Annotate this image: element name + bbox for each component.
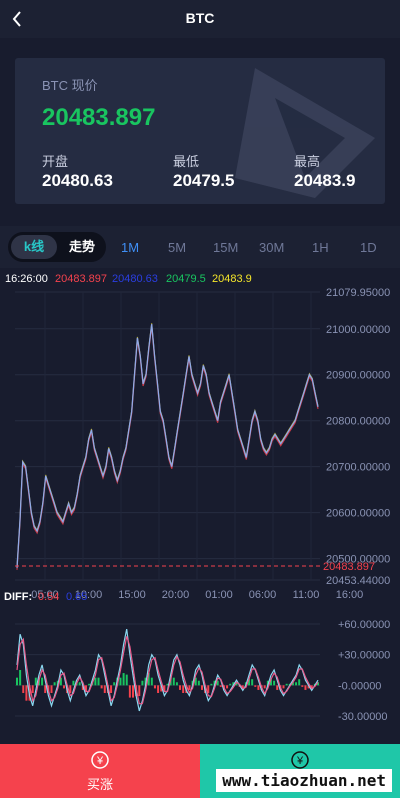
macd-line — [16, 628, 319, 712]
macd-y-tick-label: -30.00000 — [338, 711, 388, 723]
x-tick-label: 10:00 — [75, 589, 103, 601]
legend-value-3: 20479.5 — [166, 273, 206, 285]
legend-value-2: 20480.63 — [112, 273, 158, 285]
top-bar: BTC — [0, 0, 400, 38]
macd-label: DIFF: — [4, 591, 32, 603]
tab-1m[interactable]: 1M — [121, 240, 140, 255]
x-tick-label: 11:00 — [293, 589, 320, 601]
macd-y-tick-label: +30.00000 — [338, 650, 390, 662]
tab-15m[interactable]: 15M — [213, 240, 239, 255]
open-value: 20480.63 — [42, 171, 113, 190]
chevron-left-icon[interactable] — [8, 8, 30, 30]
tab-kline[interactable]: k线 — [23, 239, 45, 254]
chart-area[interactable]: 20483.897 21079.95000 21000.00000 20900.00… — [0, 268, 400, 744]
tab-30m[interactable]: 30M — [259, 240, 285, 255]
svg-text:¥: ¥ — [96, 755, 104, 767]
tab-5m[interactable]: 5M — [168, 240, 187, 255]
y-tick-label: 20900.00000 — [326, 370, 390, 382]
legend-value-1: 20483.897 — [55, 273, 107, 285]
tab-1d[interactable]: 1D — [360, 240, 377, 255]
y-tick-label: 20600.00000 — [326, 508, 390, 520]
macd-value-1: 0.54 — [38, 591, 59, 603]
legend-value-4: 20483.9 — [212, 273, 252, 285]
y-tick-label: 21079.95000 — [326, 287, 390, 299]
chart-tabs: k线 走势 1M 5M 15M 30M 1H 1D — [0, 226, 400, 268]
x-tick-label: 05:00 — [31, 589, 59, 601]
macd-line — [16, 636, 319, 705]
toggle-highlight — [11, 235, 57, 259]
page-title: BTC — [185, 10, 215, 26]
yen-coin-icon: ¥ — [91, 751, 109, 769]
price-chart[interactable]: 20483.897 21079.95000 21000.00000 20900.00… — [0, 268, 400, 744]
yen-coin-icon: ¥ — [291, 751, 309, 769]
series-line — [16, 324, 319, 568]
price-summary-card — [15, 58, 385, 204]
y-tick-label: 21000.00000 — [326, 324, 390, 336]
legend-time: 16:26:00 — [5, 273, 48, 285]
x-tick-label: 01:00 — [205, 589, 233, 601]
current-price: 20483.897 — [42, 104, 156, 131]
low-value: 20479.5 — [173, 171, 235, 190]
x-tick-label: 15:00 — [118, 589, 146, 601]
open-label: 开盘 — [42, 154, 69, 169]
macd-value-2: 0.65 — [66, 591, 87, 603]
decorative-logo-icon — [235, 68, 375, 198]
watermark: www.tiaozhuan.net — [216, 769, 392, 792]
current-price-label: 20483.897 — [323, 561, 375, 573]
tab-trend[interactable]: 走势 — [68, 239, 95, 254]
x-tick-label: 16:00 — [336, 589, 364, 601]
buy-up-button[interactable]: ¥ 买涨 — [0, 744, 200, 798]
macd-y-tick-label: +60.00000 — [338, 619, 390, 631]
y-tick-label: 20453.44000 — [326, 575, 390, 587]
y-tick-label: 20500.00000 — [326, 554, 390, 566]
x-tick-label: 06:00 — [249, 589, 277, 601]
y-tick-label: 20800.00000 — [326, 416, 390, 428]
buy-up-label: 买涨 — [86, 777, 113, 792]
macd-y-tick-label: -0.00000 — [338, 680, 381, 692]
chart-type-toggle: k线 走势 — [8, 232, 106, 262]
x-tick-label: 20:00 — [162, 589, 190, 601]
high-value: 20483.9 — [294, 171, 356, 190]
trade-bar: ¥ 买涨 ¥ 买跌 www.tiaozhuan.net — [0, 744, 400, 798]
y-tick-label: 20700.00000 — [326, 462, 390, 474]
svg-text:¥: ¥ — [296, 755, 304, 767]
price-label: BTC 现价 — [42, 78, 98, 93]
high-label: 最高 — [294, 154, 321, 169]
tab-1h[interactable]: 1H — [312, 240, 329, 255]
low-label: 最低 — [173, 154, 200, 169]
